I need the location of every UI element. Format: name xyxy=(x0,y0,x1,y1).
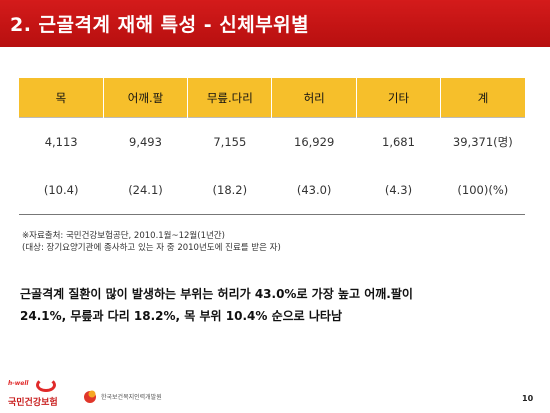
table-cell: (10.4) xyxy=(19,166,104,215)
table-row-counts: 4,113 9,493 7,155 16,929 1,681 39,371(명) xyxy=(19,117,525,166)
table-cell: (100)(%) xyxy=(440,166,525,215)
table-row-percent: (10.4) (24.1) (18.2) (43.0) (4.3) (100)(… xyxy=(19,166,525,215)
header-cell-knee-leg: 무릎.다리 xyxy=(187,78,272,118)
swirl-icon xyxy=(36,378,56,392)
header-cell-waist: 허리 xyxy=(271,78,357,118)
logo-org-name: 한국보건복지인력개발원 xyxy=(101,394,162,401)
flame-icon xyxy=(84,390,96,403)
logo-tag: h-well xyxy=(8,380,29,387)
logo-org-name: 국민건강보험 xyxy=(8,398,58,408)
header-cell-shoulder-arm: 어깨.팔 xyxy=(102,78,188,118)
table-header-row: 목 어깨.팔 무릎.다리 허리 기타 계 xyxy=(19,78,525,118)
title-bar: 2. 근골격계 재해 특성 - 신체부위별 xyxy=(0,0,550,47)
table-cell: (4.3) xyxy=(356,166,441,215)
slide-title: 2. 근골격계 재해 특성 - 신체부위별 xyxy=(10,14,310,36)
table-cell: 39,371(명) xyxy=(440,117,525,166)
table-cell: 7,155 xyxy=(187,117,272,166)
header-cell-neck: 목 xyxy=(19,78,104,118)
summary-text: 근골격계 질환이 많이 발생하는 부위는 허리가 43.0%로 가장 높고 어깨… xyxy=(20,283,535,327)
header-cell-other: 기타 xyxy=(355,78,441,118)
table-cell: (43.0) xyxy=(271,166,357,215)
body-part-table: 목 어깨.팔 무릎.다리 허리 기타 계 4,113 9,493 7,155 1… xyxy=(19,78,525,215)
page-number: 10 xyxy=(522,394,534,403)
summary-line: 24.1%, 무릎과 다리 18.2%, 목 부위 10.4% 순으로 나타남 xyxy=(20,309,342,323)
table-cell: (18.2) xyxy=(187,166,272,215)
table-cell: 16,929 xyxy=(271,117,357,166)
source-line: ※자료출처: 국민건강보험공단, 2010.1월~12월(1년간) xyxy=(22,231,225,241)
nhis-logo: h-well 국민건강보험 xyxy=(8,378,78,410)
summary-line: 근골격계 질환이 많이 발생하는 부위는 허리가 43.0%로 가장 높고 어깨… xyxy=(20,287,413,301)
target-line: (대상: 장기요양기관에 종사하고 있는 자 중 2010년도에 진료를 받은 … xyxy=(22,243,281,253)
table-cell: 4,113 xyxy=(19,117,104,166)
header-cell-total: 계 xyxy=(440,78,525,118)
khwdi-logo: 한국보건복지인력개발원 xyxy=(82,388,212,408)
table-cell: (24.1) xyxy=(103,166,188,215)
table-cell: 9,493 xyxy=(103,117,188,166)
source-note: ※자료출처: 국민건강보험공단, 2010.1월~12월(1년간) (대상: 장… xyxy=(22,230,281,254)
table-cell: 1,681 xyxy=(356,117,441,166)
